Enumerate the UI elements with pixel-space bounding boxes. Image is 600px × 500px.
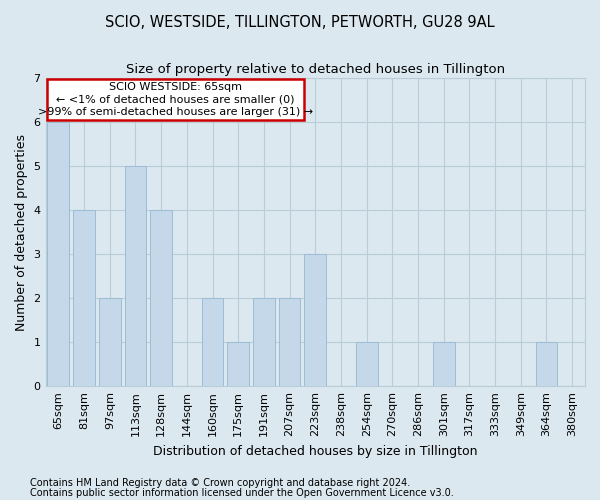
Text: SCIO WESTSIDE: 65sqm: SCIO WESTSIDE: 65sqm — [109, 82, 242, 92]
Text: Contains HM Land Registry data © Crown copyright and database right 2024.: Contains HM Land Registry data © Crown c… — [30, 478, 410, 488]
Text: >99% of semi-detached houses are larger (31) →: >99% of semi-detached houses are larger … — [38, 108, 313, 118]
Title: Size of property relative to detached houses in Tillington: Size of property relative to detached ho… — [126, 62, 505, 76]
Y-axis label: Number of detached properties: Number of detached properties — [15, 134, 28, 330]
X-axis label: Distribution of detached houses by size in Tillington: Distribution of detached houses by size … — [153, 444, 478, 458]
Bar — [278, 298, 301, 386]
Bar — [125, 166, 146, 386]
Bar — [150, 210, 172, 386]
Bar — [536, 342, 557, 386]
Bar — [73, 210, 95, 386]
Bar — [304, 254, 326, 386]
Text: ← <1% of detached houses are smaller (0): ← <1% of detached houses are smaller (0) — [56, 94, 295, 104]
Text: SCIO, WESTSIDE, TILLINGTON, PETWORTH, GU28 9AL: SCIO, WESTSIDE, TILLINGTON, PETWORTH, GU… — [105, 15, 495, 30]
Bar — [202, 298, 223, 386]
Bar — [99, 298, 121, 386]
Text: Contains public sector information licensed under the Open Government Licence v3: Contains public sector information licen… — [30, 488, 454, 498]
FancyBboxPatch shape — [47, 80, 304, 120]
Bar — [433, 342, 455, 386]
Bar — [227, 342, 249, 386]
Bar — [253, 298, 275, 386]
Bar — [47, 122, 70, 386]
Bar — [356, 342, 377, 386]
